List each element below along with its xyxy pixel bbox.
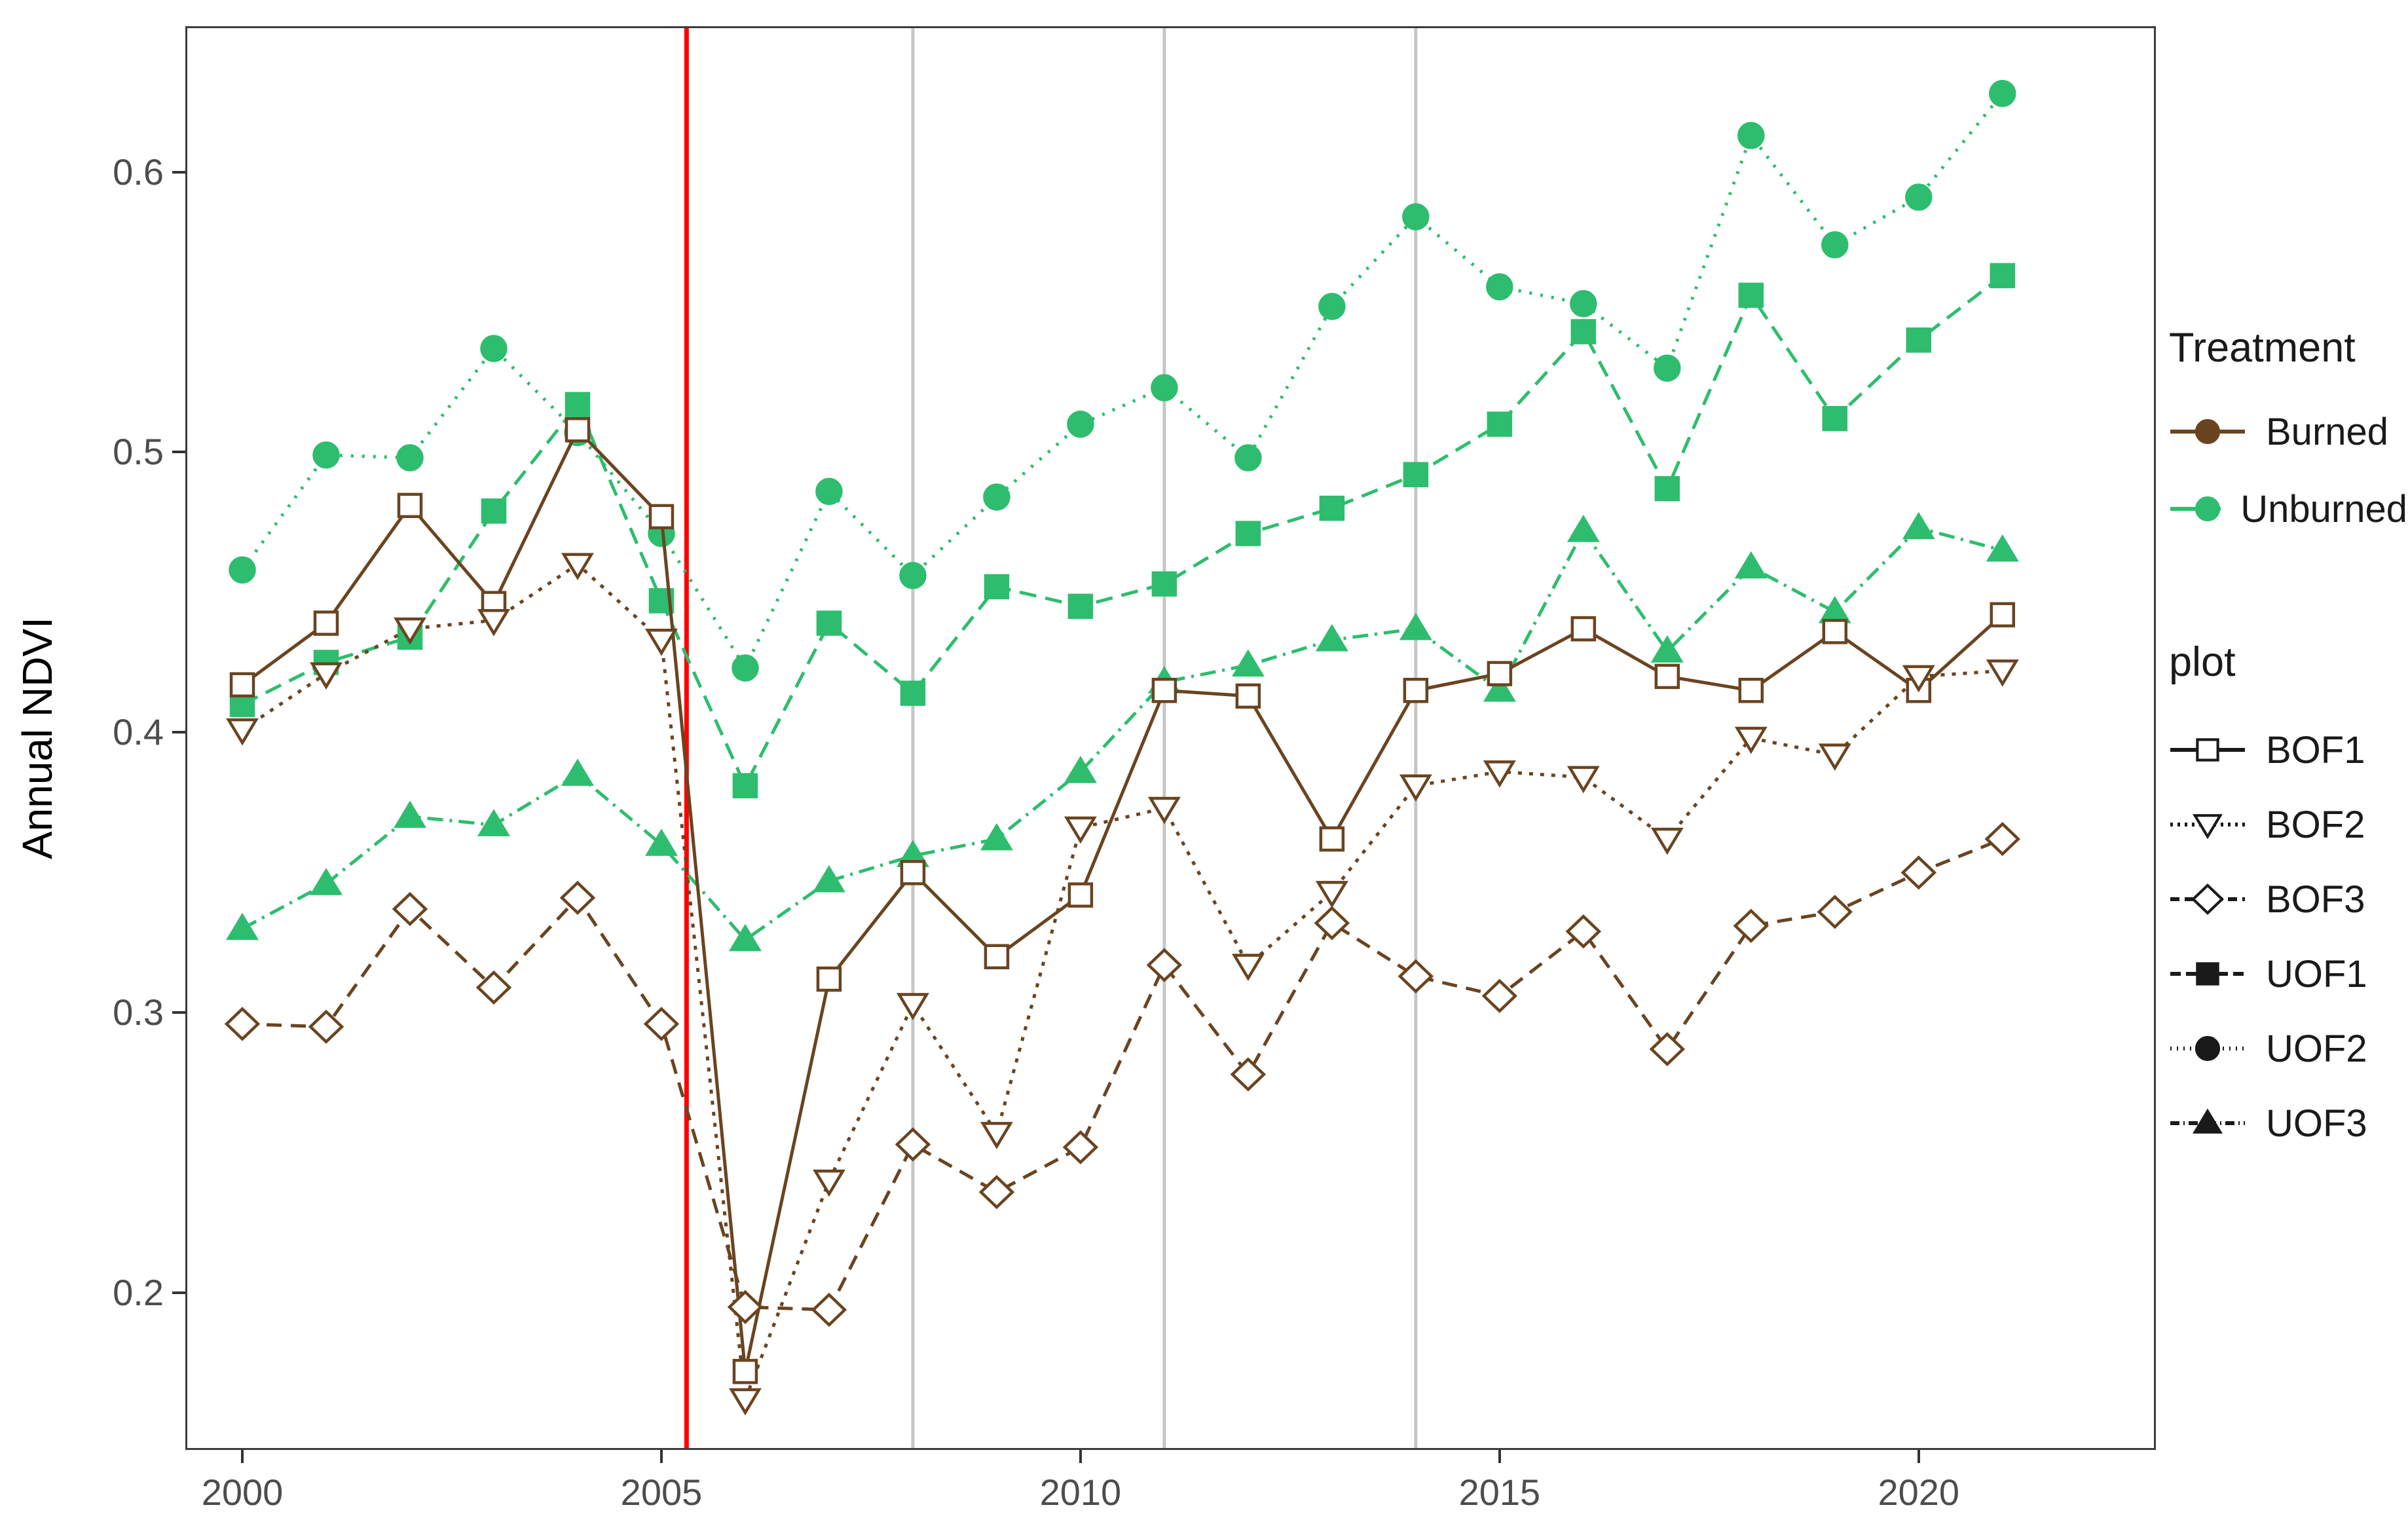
y-tick-mark (172, 1011, 185, 1014)
legend-item-label: BOF2 (2266, 803, 2365, 846)
y-tick-label: 0.5 (113, 431, 164, 473)
legend-item-uof3: UOF3 (2169, 1086, 2407, 1160)
legend-item-label: BOF1 (2266, 728, 2365, 771)
legend-item-label: UOF3 (2266, 1102, 2367, 1145)
series-line-bof3 (242, 837, 2003, 1312)
series-line-uof1 (241, 274, 2004, 790)
y-tick-label: 0.2 (113, 1272, 164, 1314)
legend-item-uof1: UOF1 (2169, 937, 2407, 1011)
uof2-key-icon (2170, 1035, 2245, 1062)
x-tick-mark (659, 1450, 663, 1463)
bof1-key-icon (2170, 738, 2245, 762)
legend-item-label: UOF2 (2266, 1027, 2367, 1070)
series-line-bof1 (241, 426, 2004, 1372)
legend-item-burned: Burned (2169, 393, 2407, 470)
legend-item-label: BOF3 (2266, 878, 2365, 921)
y-tick-label: 0.3 (113, 992, 164, 1033)
legend: Treatment Burned Unburned plot BOF1 BOF2 BO… (2169, 325, 2407, 1160)
x-tick-mark (1917, 1450, 1920, 1463)
y-tick-label: 0.4 (113, 711, 164, 753)
legend-item-label: UOF1 (2266, 952, 2367, 995)
series-markers-uof3 (226, 511, 2019, 952)
x-tick-mark (1079, 1450, 1082, 1463)
series-markers-bof2 (226, 553, 2019, 1416)
y-tick-label: 0.6 (113, 151, 164, 193)
y-tick-mark (172, 170, 185, 174)
bof2-key-icon (2170, 814, 2245, 840)
y-tick-mark (172, 451, 185, 454)
bof3-key-icon (2170, 883, 2245, 916)
x-tick-label: 2015 (1458, 1472, 1541, 1513)
series-line-uof3 (241, 526, 2003, 942)
legend-treatment-items: Burned Unburned (2169, 393, 2407, 548)
legend-treatment-title: Treatment (2169, 325, 2356, 371)
series-markers-uof2 (229, 79, 2016, 682)
series-markers-bof3 (224, 821, 2021, 1327)
x-tick-mark (241, 1450, 244, 1463)
legend-plot-items: BOF1 BOF2 BOF3 UOF1 UOF2 UOF3 (2169, 713, 2407, 1160)
legend-item-label: Unburned (2240, 487, 2407, 530)
legend-item-bof2: BOF2 (2169, 787, 2407, 862)
series-markers-bof1 (229, 417, 2016, 1384)
plot-area (224, 26, 2021, 1450)
x-tick-label: 2005 (620, 1472, 703, 1513)
legend-plot-title: plot (2169, 639, 2236, 685)
x-tick-mark (1498, 1450, 1501, 1463)
unburned-key-icon (2170, 496, 2221, 522)
uof1-key-icon (2170, 962, 2245, 986)
x-tick-label: 2000 (201, 1472, 284, 1513)
series-line-bof2 (241, 562, 2003, 1400)
legend-item-bof3: BOF3 (2169, 862, 2407, 937)
series-line-uof2 (241, 92, 2004, 672)
uof3-key-icon (2170, 1108, 2245, 1134)
x-tick-label: 2020 (1878, 1472, 1960, 1513)
legend-item-bof1: BOF1 (2169, 713, 2407, 787)
legend-item-label: Burned (2266, 410, 2389, 453)
burned-key-icon (2170, 418, 2245, 445)
x-tick-label: 2010 (1039, 1472, 1122, 1513)
legend-item-uof2: UOF2 (2169, 1011, 2407, 1086)
y-tick-mark (172, 1291, 185, 1295)
legend-item-unburned: Unburned (2169, 470, 2407, 548)
y-tick-mark (172, 731, 185, 734)
